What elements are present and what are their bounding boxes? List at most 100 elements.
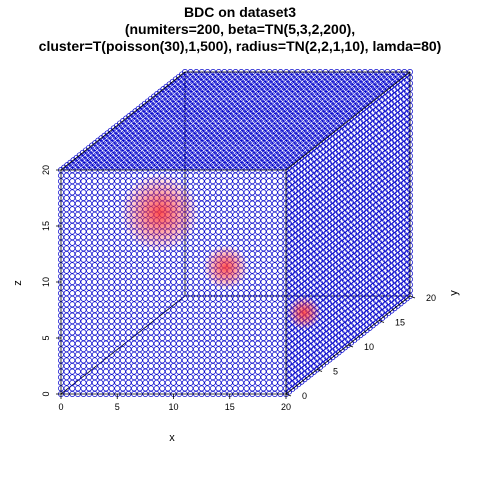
data-point xyxy=(142,279,149,285)
data-point xyxy=(80,346,87,353)
data-point xyxy=(103,357,109,364)
data-point xyxy=(153,351,160,358)
data-point xyxy=(170,335,177,341)
data-point xyxy=(86,295,93,302)
data-point xyxy=(63,206,70,213)
data-point xyxy=(119,318,126,325)
data-point xyxy=(86,211,93,218)
data-point xyxy=(164,256,171,263)
data-point xyxy=(91,357,98,364)
data-point xyxy=(176,307,183,313)
data-point xyxy=(74,178,81,185)
data-point xyxy=(249,379,256,386)
data-point xyxy=(221,290,228,297)
data-point xyxy=(108,206,115,213)
data-point xyxy=(204,206,211,213)
data-point xyxy=(193,323,199,330)
data-point xyxy=(119,178,126,185)
data-point xyxy=(91,223,98,229)
data-point xyxy=(249,307,256,313)
data-point xyxy=(170,346,177,353)
data-point xyxy=(187,335,194,341)
data-point xyxy=(260,172,267,179)
data-point xyxy=(204,234,211,241)
data-point xyxy=(80,340,87,347)
data-point xyxy=(193,239,199,246)
data-point xyxy=(108,262,115,269)
data-point xyxy=(243,363,250,369)
data-point xyxy=(159,273,166,280)
data-point xyxy=(74,217,81,224)
y-tick-label: 0 xyxy=(302,391,307,401)
data-point xyxy=(131,346,138,353)
data-point xyxy=(148,307,154,313)
data-point xyxy=(249,368,256,375)
data-point xyxy=(181,379,188,386)
data-point xyxy=(91,273,98,280)
data-point xyxy=(170,273,177,280)
data-point xyxy=(80,211,87,218)
data-point xyxy=(198,374,205,381)
data-point xyxy=(209,189,216,196)
data-point xyxy=(69,183,76,190)
data-point xyxy=(69,200,76,207)
data-point xyxy=(176,329,183,336)
data-point xyxy=(243,228,250,235)
data-point xyxy=(271,295,278,302)
data-point xyxy=(125,379,132,386)
data-point xyxy=(221,211,228,218)
data-point xyxy=(108,172,115,179)
data-point xyxy=(69,368,76,375)
data-point xyxy=(249,200,256,207)
data-point xyxy=(187,284,194,291)
data-point xyxy=(91,301,98,308)
data-point xyxy=(260,368,267,375)
data-point xyxy=(148,329,154,336)
x-axis-label: x xyxy=(169,432,175,444)
data-point xyxy=(69,251,76,257)
data-point xyxy=(193,329,199,336)
data-point xyxy=(221,223,228,229)
data-point xyxy=(86,357,93,364)
data-point xyxy=(108,279,115,285)
data-point xyxy=(63,211,70,218)
data-point xyxy=(142,329,149,336)
data-point xyxy=(80,295,87,302)
data-point xyxy=(170,295,177,302)
x-tick-label: 10 xyxy=(168,402,178,412)
data-point xyxy=(238,295,244,302)
data-point xyxy=(131,385,138,392)
data-point xyxy=(159,290,166,297)
data-point xyxy=(254,239,261,246)
data-point xyxy=(148,335,154,341)
data-point xyxy=(103,223,109,229)
data-point xyxy=(249,301,256,308)
data-point xyxy=(260,363,267,369)
data-point xyxy=(114,256,121,263)
data-point xyxy=(74,206,81,213)
data-point xyxy=(266,256,273,263)
data-point xyxy=(249,251,256,257)
data-point xyxy=(277,223,284,229)
data-point xyxy=(86,234,93,241)
data-point xyxy=(164,301,171,308)
data-point xyxy=(215,195,222,201)
data-point xyxy=(187,363,194,369)
data-point xyxy=(232,312,239,319)
data-point xyxy=(226,374,233,381)
data-point xyxy=(148,323,154,330)
data-point xyxy=(238,178,244,185)
data-point xyxy=(91,200,98,207)
data-point xyxy=(159,279,166,285)
data-point xyxy=(243,323,250,330)
data-point xyxy=(148,301,154,308)
data-point xyxy=(131,262,138,269)
data-point xyxy=(97,273,104,280)
data-point xyxy=(170,251,177,257)
data-point xyxy=(119,234,126,241)
data-point xyxy=(209,312,216,319)
data-point xyxy=(170,301,177,308)
data-point xyxy=(209,195,216,201)
data-point xyxy=(148,368,154,375)
data-point xyxy=(108,223,115,229)
